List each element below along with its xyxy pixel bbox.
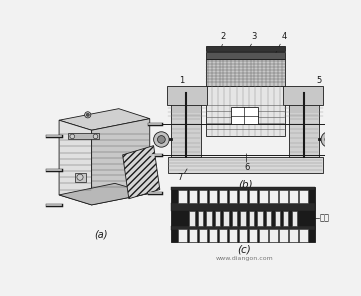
- Circle shape: [154, 132, 169, 147]
- Bar: [269, 229, 278, 242]
- Text: (b): (b): [238, 179, 252, 189]
- Bar: [274, 211, 280, 226]
- Bar: [239, 189, 247, 202]
- Bar: [167, 86, 207, 105]
- Bar: [205, 59, 284, 86]
- Text: (a): (a): [94, 229, 108, 239]
- Bar: [205, 46, 284, 51]
- Polygon shape: [92, 119, 150, 205]
- Text: 4: 4: [281, 32, 286, 41]
- Bar: [289, 97, 319, 157]
- Text: 3: 3: [252, 32, 257, 41]
- Bar: [198, 211, 203, 226]
- Bar: [199, 189, 207, 202]
- Bar: [178, 189, 187, 202]
- Bar: [283, 86, 323, 105]
- Bar: [206, 211, 212, 226]
- Polygon shape: [123, 146, 160, 199]
- Bar: [209, 229, 217, 242]
- Bar: [188, 189, 197, 202]
- Circle shape: [93, 134, 98, 139]
- Circle shape: [86, 113, 89, 116]
- Bar: [289, 189, 298, 202]
- Bar: [289, 229, 298, 242]
- Polygon shape: [59, 120, 92, 205]
- Text: 5: 5: [317, 76, 322, 85]
- Text: 1: 1: [179, 76, 184, 85]
- Bar: [231, 107, 258, 124]
- Bar: [229, 229, 237, 242]
- Bar: [299, 189, 308, 202]
- Circle shape: [77, 174, 83, 180]
- Bar: [223, 211, 229, 226]
- Bar: [219, 189, 227, 202]
- Bar: [232, 211, 237, 226]
- Text: www.diangon.com: www.diangon.com: [216, 256, 273, 261]
- Bar: [171, 203, 315, 211]
- Bar: [249, 211, 255, 226]
- Bar: [292, 211, 297, 226]
- Bar: [171, 187, 315, 189]
- Circle shape: [157, 136, 165, 143]
- Bar: [279, 189, 288, 202]
- Text: 2: 2: [221, 32, 226, 41]
- Bar: [259, 229, 268, 242]
- Bar: [188, 229, 197, 242]
- Bar: [171, 187, 315, 242]
- Bar: [189, 211, 195, 226]
- Bar: [299, 229, 308, 242]
- Bar: [209, 189, 217, 202]
- Bar: [283, 211, 288, 226]
- Polygon shape: [59, 109, 150, 130]
- Text: 7: 7: [177, 173, 183, 182]
- Bar: [269, 189, 278, 202]
- Bar: [219, 229, 227, 242]
- Bar: [257, 211, 263, 226]
- Bar: [229, 189, 237, 202]
- Bar: [249, 189, 257, 202]
- Polygon shape: [59, 183, 150, 205]
- Bar: [266, 211, 271, 226]
- Circle shape: [321, 132, 336, 147]
- Bar: [205, 52, 284, 59]
- Circle shape: [70, 134, 75, 139]
- Text: (c): (c): [238, 244, 251, 255]
- Bar: [68, 133, 99, 139]
- Bar: [199, 229, 207, 242]
- Bar: [279, 229, 288, 242]
- Bar: [168, 157, 323, 173]
- Bar: [171, 226, 315, 230]
- Bar: [178, 229, 187, 242]
- Bar: [205, 86, 284, 136]
- Bar: [215, 211, 220, 226]
- Text: 閔桥: 閔桥: [319, 213, 330, 223]
- Bar: [240, 211, 246, 226]
- Bar: [171, 97, 201, 157]
- Circle shape: [84, 112, 91, 118]
- Bar: [239, 229, 247, 242]
- Text: 6: 6: [244, 163, 249, 171]
- Bar: [249, 229, 257, 242]
- Bar: [75, 173, 86, 182]
- Circle shape: [325, 136, 332, 143]
- Bar: [259, 189, 268, 202]
